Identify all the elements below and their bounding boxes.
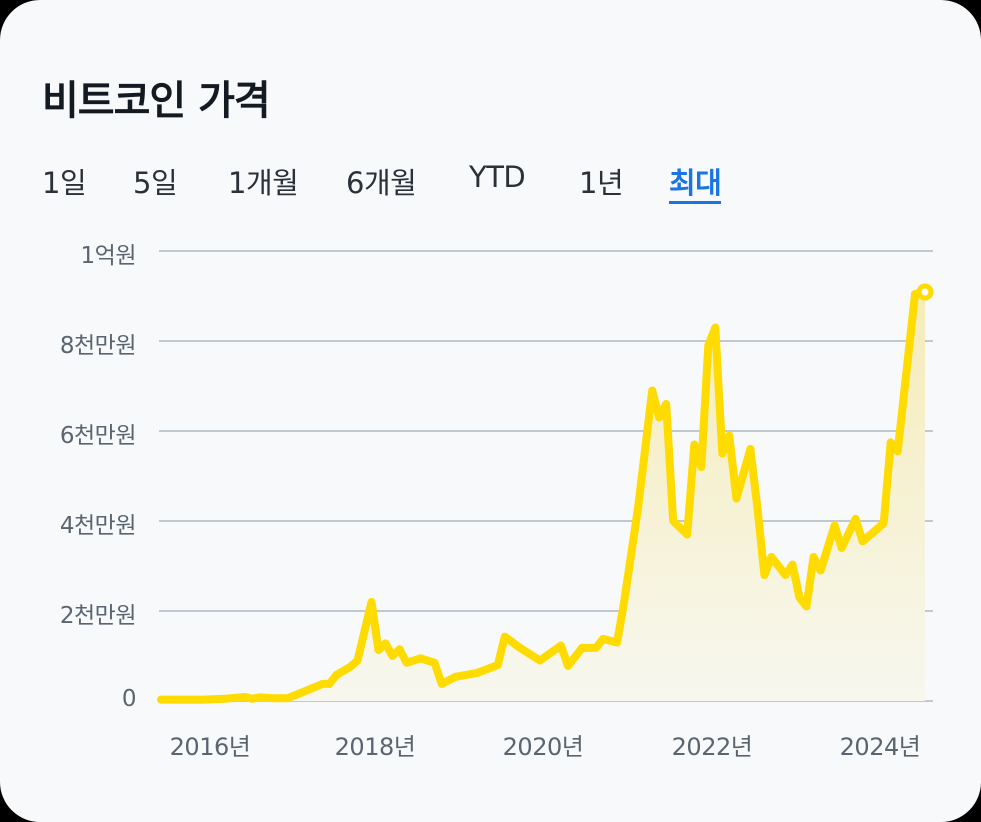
tab-1-month[interactable]: 1개월 bbox=[228, 166, 299, 200]
tab-1-year[interactable]: 1년 bbox=[579, 166, 624, 200]
y-tick-label: 6천만원 bbox=[59, 423, 137, 449]
latest-price-marker bbox=[916, 283, 934, 301]
x-tick-label: 2022년 bbox=[671, 733, 753, 761]
y-tick-label: 4천만원 bbox=[59, 513, 137, 539]
tab-1-day[interactable]: 1일 bbox=[42, 166, 87, 200]
active-tab-underline bbox=[669, 201, 722, 204]
y-tick-label: 1억원 bbox=[80, 243, 137, 269]
x-tick-label: 2016년 bbox=[169, 733, 251, 761]
chart-title: 비트코인 가격 bbox=[42, 78, 271, 124]
tab-5-days[interactable]: 5일 bbox=[133, 166, 178, 200]
price-area-fill bbox=[160, 292, 925, 701]
tab-ytd[interactable]: YTD bbox=[469, 160, 526, 194]
x-tick-label: 2018년 bbox=[334, 733, 416, 761]
x-tick-label: 2024년 bbox=[839, 733, 921, 761]
x-tick-label: 2020년 bbox=[502, 733, 584, 761]
tab-max[interactable]: 최대 bbox=[669, 160, 722, 204]
tab-max-label: 최대 bbox=[669, 166, 722, 200]
price-line bbox=[157, 288, 929, 704]
y-tick-label: 2천만원 bbox=[59, 603, 137, 629]
y-tick-label: 0 bbox=[121, 686, 137, 712]
y-tick-label: 8천만원 bbox=[59, 333, 137, 359]
tab-6-months[interactable]: 6개월 bbox=[346, 166, 417, 200]
